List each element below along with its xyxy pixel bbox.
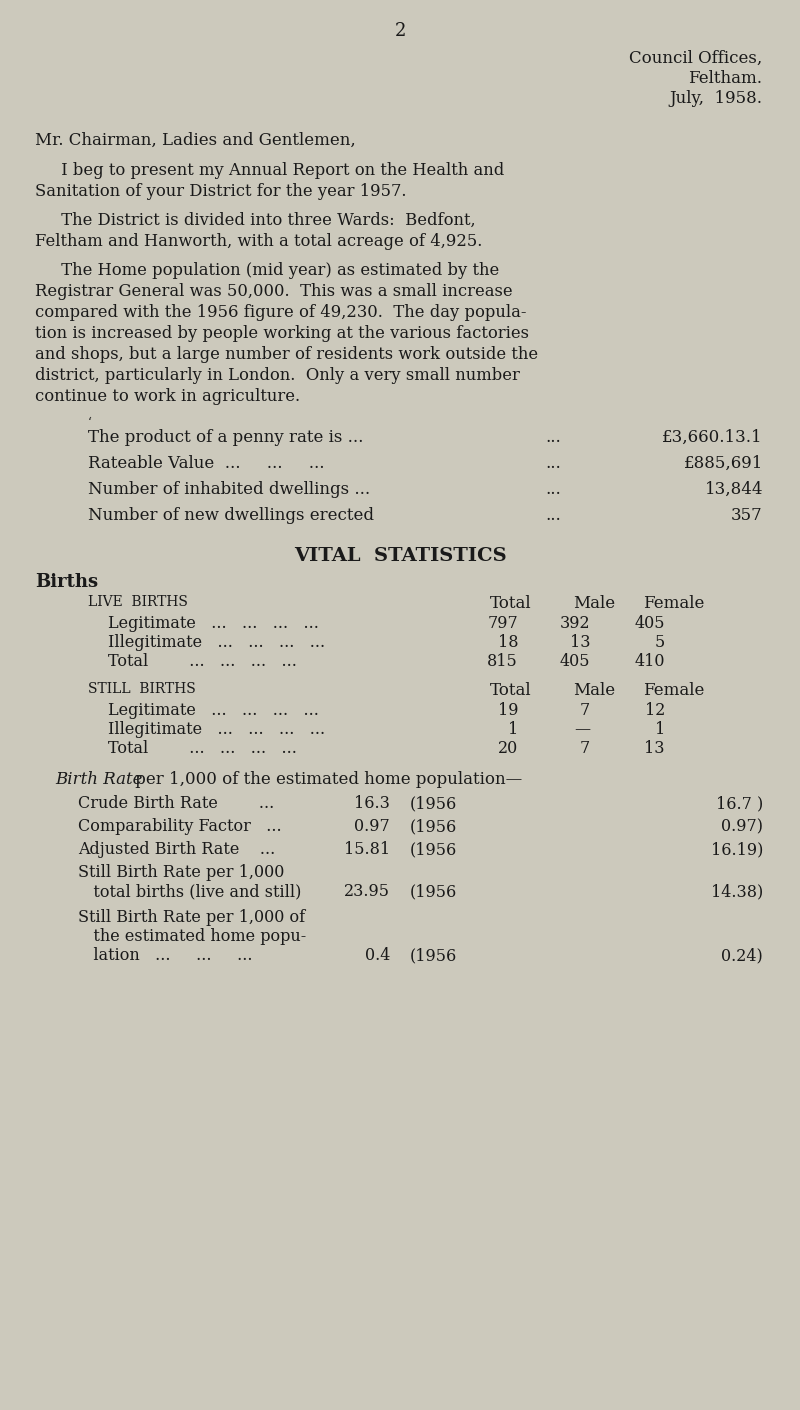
Text: ‘: ‘	[88, 417, 92, 430]
Text: Registrar General was 50,000.  This was a small increase: Registrar General was 50,000. This was a…	[35, 283, 513, 300]
Text: Sanitation of your District for the year 1957.: Sanitation of your District for the year…	[35, 183, 406, 200]
Text: ...: ...	[545, 455, 561, 472]
Text: Adjusted Birth Rate    ...: Adjusted Birth Rate ...	[78, 840, 275, 859]
Text: Feltham and Hanworth, with a total acreage of 4,925.: Feltham and Hanworth, with a total acrea…	[35, 233, 482, 250]
Text: Total: Total	[490, 595, 532, 612]
Text: total births (live and still): total births (live and still)	[78, 883, 302, 900]
Text: STILL  BIRTHS: STILL BIRTHS	[88, 682, 196, 697]
Text: ...: ...	[545, 508, 561, 525]
Text: Comparability Factor   ...: Comparability Factor ...	[78, 818, 282, 835]
Text: 13,844: 13,844	[705, 481, 763, 498]
Text: Mr. Chairman, Ladies and Gentlemen,: Mr. Chairman, Ladies and Gentlemen,	[35, 133, 356, 149]
Text: (1956: (1956	[410, 948, 458, 964]
Text: July,  1958.: July, 1958.	[669, 90, 762, 107]
Text: I beg to present my Annual Report on the Health and: I beg to present my Annual Report on the…	[35, 162, 504, 179]
Text: 410: 410	[634, 653, 665, 670]
Text: continue to work in agriculture.: continue to work in agriculture.	[35, 388, 300, 405]
Text: 0.4: 0.4	[365, 948, 390, 964]
Text: Feltham.: Feltham.	[688, 70, 762, 87]
Text: Still Birth Rate per 1,000 of: Still Birth Rate per 1,000 of	[78, 909, 305, 926]
Text: 18: 18	[498, 634, 518, 651]
Text: 392: 392	[559, 615, 590, 632]
Text: Council Offices,: Council Offices,	[629, 49, 762, 68]
Text: ...: ...	[545, 481, 561, 498]
Text: Total        ...   ...   ...   ...: Total ... ... ... ...	[108, 653, 297, 670]
Text: (1956: (1956	[410, 818, 458, 835]
Text: 16.3: 16.3	[354, 795, 390, 812]
Text: 13: 13	[570, 634, 590, 651]
Text: 20: 20	[498, 740, 518, 757]
Text: 405: 405	[559, 653, 590, 670]
Text: tion is increased by people working at the various factories: tion is increased by people working at t…	[35, 324, 529, 343]
Text: 13: 13	[645, 740, 665, 757]
Text: 12: 12	[645, 702, 665, 719]
Text: Births: Births	[35, 572, 98, 591]
Text: VITAL  STATISTICS: VITAL STATISTICS	[294, 547, 506, 565]
Text: 19: 19	[498, 702, 518, 719]
Text: (1956: (1956	[410, 795, 458, 812]
Text: 5: 5	[654, 634, 665, 651]
Text: the estimated home popu-: the estimated home popu-	[78, 928, 306, 945]
Text: (1956: (1956	[410, 840, 458, 859]
Text: The Home population (mid year) as estimated by the: The Home population (mid year) as estima…	[35, 262, 499, 279]
Text: Rateable Value  ...     ...     ...: Rateable Value ... ... ...	[88, 455, 325, 472]
Text: district, particularly in London.  Only a very small number: district, particularly in London. Only a…	[35, 367, 520, 384]
Text: Illegitimate   ...   ...   ...   ...: Illegitimate ... ... ... ...	[108, 721, 325, 737]
Text: compared with the 1956 figure of 49,230.  The day popula-: compared with the 1956 figure of 49,230.…	[35, 305, 526, 321]
Text: Male: Male	[573, 682, 615, 699]
Text: 16.19): 16.19)	[710, 840, 763, 859]
Text: 1: 1	[654, 721, 665, 737]
Text: Illegitimate   ...   ...   ...   ...: Illegitimate ... ... ... ...	[108, 634, 325, 651]
Text: 0.97): 0.97)	[721, 818, 763, 835]
Text: Male: Male	[573, 595, 615, 612]
Text: 2: 2	[394, 23, 406, 39]
Text: 0.97: 0.97	[354, 818, 390, 835]
Text: LIVE  BIRTHS: LIVE BIRTHS	[88, 595, 188, 609]
Text: 7: 7	[580, 702, 590, 719]
Text: Still Birth Rate per 1,000: Still Birth Rate per 1,000	[78, 864, 284, 881]
Text: Female: Female	[643, 682, 704, 699]
Text: (1956: (1956	[410, 883, 458, 900]
Text: 15.81: 15.81	[344, 840, 390, 859]
Text: £885,691: £885,691	[684, 455, 763, 472]
Text: Total: Total	[490, 682, 532, 699]
Text: The District is divided into three Wards:  Bedfont,: The District is divided into three Wards…	[35, 212, 476, 228]
Text: Birth Rate: Birth Rate	[55, 771, 142, 788]
Text: lation   ...     ...     ...: lation ... ... ...	[78, 948, 253, 964]
Text: 797: 797	[487, 615, 518, 632]
Text: 16.7 ): 16.7 )	[716, 795, 763, 812]
Text: £3,660.13.1: £3,660.13.1	[662, 429, 763, 446]
Text: and shops, but a large number of residents work outside the: and shops, but a large number of residen…	[35, 345, 538, 362]
Text: 405: 405	[634, 615, 665, 632]
Text: per 1,000 of the estimated home population—: per 1,000 of the estimated home populati…	[130, 771, 522, 788]
Text: —: —	[574, 721, 590, 737]
Text: Crude Birth Rate        ...: Crude Birth Rate ...	[78, 795, 274, 812]
Text: 1: 1	[508, 721, 518, 737]
Text: 0.24): 0.24)	[722, 948, 763, 964]
Text: The product of a penny rate is ...: The product of a penny rate is ...	[88, 429, 363, 446]
Text: Female: Female	[643, 595, 704, 612]
Text: Number of new dwellings erected: Number of new dwellings erected	[88, 508, 374, 525]
Text: Legitimate   ...   ...   ...   ...: Legitimate ... ... ... ...	[108, 615, 319, 632]
Text: Legitimate   ...   ...   ...   ...: Legitimate ... ... ... ...	[108, 702, 319, 719]
Text: Number of inhabited dwellings ...: Number of inhabited dwellings ...	[88, 481, 370, 498]
Text: 357: 357	[731, 508, 763, 525]
Text: ...: ...	[545, 429, 561, 446]
Text: 14.38): 14.38)	[710, 883, 763, 900]
Text: 23.95: 23.95	[344, 883, 390, 900]
Text: 7: 7	[580, 740, 590, 757]
Text: 815: 815	[487, 653, 518, 670]
Text: Total        ...   ...   ...   ...: Total ... ... ... ...	[108, 740, 297, 757]
